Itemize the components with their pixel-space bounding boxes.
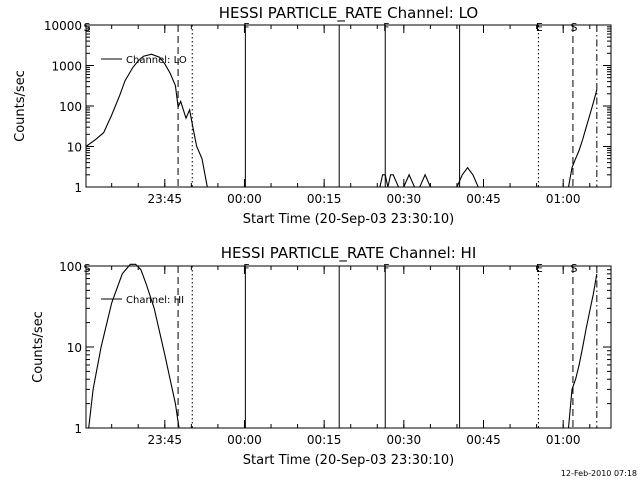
event-marker-label: F [243, 262, 249, 275]
event-marker-label: F [383, 21, 389, 34]
event-marker-label: S [84, 262, 91, 275]
plot-frame [85, 24, 612, 188]
x-tick-label: 01:00 [546, 192, 581, 206]
y-tick-label: 100 [59, 100, 82, 114]
y-tick-label: 100 [59, 260, 82, 274]
plot-frame [85, 265, 612, 429]
x-tick-label: 00:15 [307, 192, 342, 206]
legend-label: Channel: LO [126, 55, 187, 66]
x-tick-label: 00:15 [307, 433, 342, 447]
y-tick-label: 1 [74, 181, 82, 195]
chart-title: HESSI PARTICLE_RATE Channel: HI [221, 244, 477, 263]
y-tick-label: 10 [67, 141, 82, 155]
event-marker-label: S [570, 262, 577, 275]
x-tick-label: 01:00 [546, 433, 581, 447]
event-marker-label: F [383, 262, 389, 275]
x-tick-label: 00:45 [466, 433, 501, 447]
x-tick-label: 23:45 [147, 433, 182, 447]
timestamp: 12-Feb-2010 07:18 [561, 469, 637, 478]
event-marker-label: E [536, 262, 543, 275]
event-marker-label: S [570, 21, 577, 34]
chart-title: HESSI PARTICLE_RATE Channel: LO [219, 4, 478, 23]
y-tick-label: 10 [67, 341, 82, 355]
y-axis-label: Counts/sec [13, 70, 28, 142]
x-tick-label: 00:30 [387, 192, 422, 206]
x-tick-label: 00:45 [466, 192, 501, 206]
series-line [567, 273, 598, 429]
series-line [85, 53, 208, 188]
x-tick-label: 00:30 [387, 433, 422, 447]
y-axis-label: Counts/sec [31, 311, 46, 383]
event-marker-label: E [536, 21, 543, 34]
legend-label: Channel: HI [126, 295, 184, 306]
series-line [567, 89, 598, 188]
x-axis-label: Start Time (20-Sep-03 23:30:10) [243, 453, 454, 468]
event-marker-label: F [243, 21, 249, 34]
x-axis-label: Start Time (20-Sep-03 23:30:10) [243, 212, 454, 227]
series-line [379, 166, 484, 188]
y-tick-label: 10000 [44, 19, 82, 33]
series-line [88, 263, 180, 429]
x-tick-label: 00:00 [227, 433, 262, 447]
y-tick-label: 1 [74, 422, 82, 436]
y-tick-label: 1000 [51, 60, 82, 74]
x-tick-label: 00:00 [227, 192, 262, 206]
x-tick-label: 23:45 [147, 192, 182, 206]
event-marker-label: S [84, 21, 91, 34]
